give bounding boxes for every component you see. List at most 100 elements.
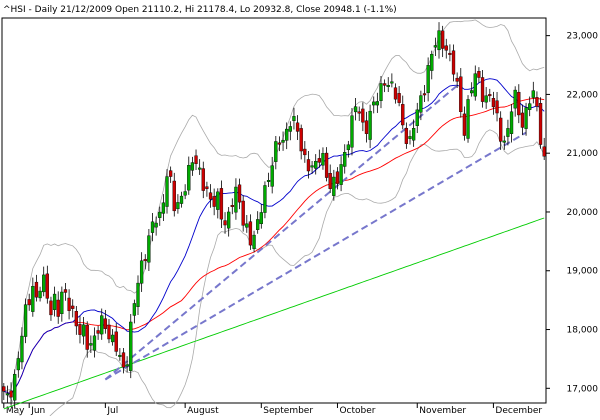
candle-body xyxy=(114,331,118,352)
candle xyxy=(107,319,111,344)
y-tick-label: 20,000 xyxy=(567,208,599,218)
candle-body xyxy=(136,282,140,307)
candle-body xyxy=(491,98,496,108)
candle xyxy=(357,106,361,121)
candle xyxy=(502,135,506,150)
candle-body xyxy=(310,165,314,168)
candle-body xyxy=(524,107,528,129)
candle-body xyxy=(343,152,347,167)
candle xyxy=(118,348,122,361)
candle xyxy=(314,154,318,175)
candle-body xyxy=(96,330,100,334)
candle-body xyxy=(219,188,224,220)
candle xyxy=(71,299,75,318)
candle-body xyxy=(444,45,448,51)
candle-body xyxy=(295,122,300,132)
candle xyxy=(194,149,198,170)
candle-body xyxy=(353,106,358,113)
candle-body xyxy=(346,144,350,151)
candle-body xyxy=(419,95,423,113)
y-tick-label: 18,000 xyxy=(567,326,599,336)
candle xyxy=(491,91,496,115)
candle-body xyxy=(71,305,75,309)
candle xyxy=(343,144,347,174)
candle xyxy=(172,172,176,217)
x-tick-label: August xyxy=(187,406,219,416)
candle-body xyxy=(129,321,133,371)
trendline xyxy=(104,131,527,381)
candle xyxy=(437,22,441,59)
candle-body xyxy=(256,219,260,230)
candle-body xyxy=(132,303,137,316)
candle-body xyxy=(509,111,514,134)
candle xyxy=(531,81,535,104)
candle-body xyxy=(361,108,365,123)
candle xyxy=(266,172,271,187)
candle xyxy=(473,65,477,101)
candle xyxy=(92,327,97,358)
candle xyxy=(96,325,100,340)
candle-body xyxy=(375,101,380,106)
x-tick-label: September xyxy=(263,406,313,416)
candle-body xyxy=(480,77,485,102)
candle-body xyxy=(154,222,158,228)
candle-body xyxy=(241,200,245,226)
candle xyxy=(81,317,86,345)
candle xyxy=(466,95,470,143)
candle-body xyxy=(5,393,10,396)
candle-body xyxy=(502,140,506,143)
candle-body xyxy=(147,235,151,263)
candle-body xyxy=(183,191,187,196)
candle-body xyxy=(81,324,86,337)
candle-body xyxy=(259,212,263,225)
candle xyxy=(470,82,474,97)
candle-body xyxy=(426,65,430,94)
candle xyxy=(404,122,409,149)
candle xyxy=(513,86,517,117)
candle xyxy=(324,147,329,182)
candle-body xyxy=(38,290,42,299)
candle-body xyxy=(314,160,318,169)
candle xyxy=(252,230,256,253)
candle xyxy=(353,98,358,121)
candle xyxy=(179,191,184,208)
candle xyxy=(335,167,340,190)
candle-body xyxy=(488,94,492,97)
candle-body xyxy=(368,110,372,140)
candle-body xyxy=(455,77,459,82)
x-tick-label: November xyxy=(419,406,466,416)
candle-body xyxy=(205,186,209,189)
candle xyxy=(281,131,285,151)
moving-averages xyxy=(3,78,545,410)
candle xyxy=(74,306,78,335)
candle-body xyxy=(397,93,401,103)
candle-body xyxy=(328,173,332,189)
candle-body xyxy=(306,159,311,172)
y-tick-label: 22,000 xyxy=(567,90,599,100)
candle xyxy=(31,277,35,317)
candle xyxy=(150,212,155,242)
candle xyxy=(299,124,303,160)
candle-body xyxy=(332,176,336,196)
candle xyxy=(248,214,253,250)
candle-body xyxy=(270,165,274,187)
candle-body xyxy=(248,221,253,246)
candle-body xyxy=(85,324,89,350)
candle xyxy=(390,73,394,88)
candle-body xyxy=(168,170,173,177)
candle-body xyxy=(422,93,427,96)
candle xyxy=(517,84,521,124)
candle xyxy=(212,188,216,216)
candle-body xyxy=(415,109,419,126)
candle xyxy=(535,91,539,112)
candle xyxy=(433,37,438,57)
y-tick-label: 19,000 xyxy=(567,267,599,277)
candle xyxy=(528,96,532,117)
candle-body xyxy=(324,152,329,178)
candle xyxy=(230,198,234,215)
candle-body xyxy=(339,164,343,185)
candle-body xyxy=(466,99,470,139)
candle xyxy=(9,382,13,406)
candle-body xyxy=(266,180,271,182)
